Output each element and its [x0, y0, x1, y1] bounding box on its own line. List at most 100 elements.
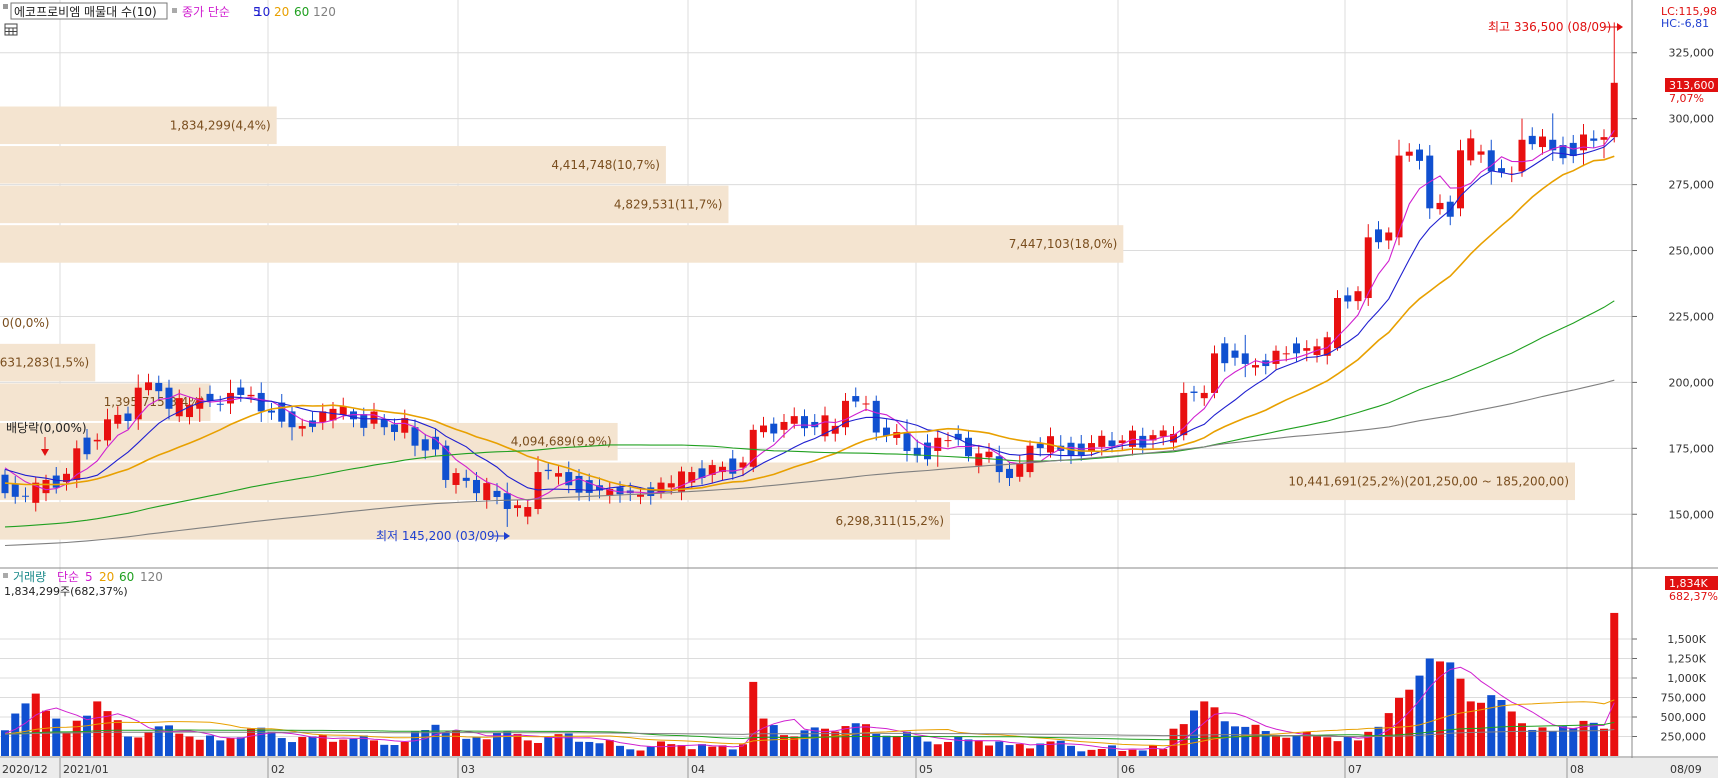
candle-body: [1457, 150, 1464, 209]
volume-bar: [493, 732, 501, 756]
candle-body: [801, 416, 808, 429]
volume-bar: [1405, 689, 1414, 756]
candle-body: [862, 403, 870, 405]
candle-body: [1241, 353, 1249, 364]
volume-legend-label[interactable]: 거래량: [13, 570, 46, 584]
volume-bar: [698, 744, 706, 756]
volume-bar: [1528, 729, 1537, 756]
profile-bar: [0, 383, 211, 421]
profile-label: 4,829,531(11,7%): [614, 197, 723, 211]
volume-bar: [1159, 748, 1168, 756]
volume-bar: [1261, 731, 1270, 756]
volume-bar: [288, 742, 296, 756]
candle-body: [237, 387, 245, 395]
profile-label: 10,441,691(25,2%)(201,250,00 ~ 185,200,0…: [1288, 474, 1569, 488]
title-box-frame[interactable]: [10, 2, 168, 20]
volume-bar: [359, 735, 368, 756]
volume-bar: [769, 725, 778, 756]
volume-bar: [605, 740, 614, 756]
volume-bar: [974, 740, 983, 756]
table-icon[interactable]: [4, 23, 18, 36]
candle-body: [678, 471, 685, 492]
profile-bar: [0, 106, 277, 145]
candle-body: [63, 473, 70, 483]
volume-bar: [1251, 724, 1260, 756]
candle-body: [760, 425, 767, 433]
volume-bar: [718, 745, 727, 756]
candle-body: [596, 485, 603, 491]
volume-bar: [318, 735, 327, 756]
candle-body: [473, 479, 480, 494]
candle-body: [339, 406, 347, 415]
candle-body: [657, 482, 665, 494]
volume-bar: [595, 743, 604, 756]
volume-bar: [708, 746, 717, 756]
volume-bar: [1589, 722, 1598, 756]
candle-body: [985, 451, 993, 458]
volume-bar: [575, 741, 583, 756]
title-box[interactable]: 에코프로비엠 매물대 수(10): [14, 5, 157, 19]
candle-body: [944, 440, 952, 442]
volume-ma-legend-label[interactable]: 단순: [57, 570, 79, 584]
candle-body: [42, 479, 50, 494]
candle-body: [708, 465, 716, 475]
candle-body: [790, 416, 798, 424]
volume-bar: [1333, 741, 1342, 756]
volume-bar: [431, 724, 440, 756]
price-ma-5: [4, 129, 1615, 501]
volume-bar: [1200, 701, 1209, 756]
profile-label: 6,298,311(15,2%): [835, 514, 944, 528]
candle-body: [1, 474, 9, 494]
volume-bar: [585, 741, 594, 756]
price-tick-label: 275,000: [1669, 179, 1715, 192]
volume-bar: [1149, 745, 1157, 756]
volume-bar: [1477, 702, 1485, 756]
volume-bar: [534, 742, 542, 756]
candle-body: [421, 439, 429, 451]
volume-bar: [1036, 743, 1045, 756]
volume-bar: [236, 737, 245, 756]
candle-body: [1211, 353, 1218, 393]
price-ma-legend-label[interactable]: 종가 단순: [182, 5, 230, 19]
volume-bar: [1497, 700, 1506, 756]
candle-body: [1139, 435, 1147, 448]
volume-bar: [247, 728, 255, 756]
candle-body: [145, 382, 152, 391]
date-tick-label: 08: [1570, 763, 1584, 776]
candle-body: [268, 410, 275, 413]
volume-bar: [1138, 750, 1147, 756]
volume-bar: [503, 731, 512, 756]
volume-bar: [646, 746, 655, 756]
volume-bar: [1354, 740, 1362, 756]
candle-body: [1170, 433, 1177, 443]
volume-bar: [523, 740, 532, 756]
profile-label: 7,447,103(18,0%): [1009, 237, 1118, 251]
profile-bar: [0, 185, 729, 224]
volume-bar: [195, 739, 204, 756]
volume-bar: [667, 744, 676, 756]
candle-body: [227, 392, 234, 404]
candle-body: [104, 419, 111, 441]
candle-body: [811, 421, 819, 428]
candle-body: [1118, 440, 1126, 444]
volume-ma-120: [4, 729, 1615, 738]
low-arrow-icon: [504, 532, 510, 540]
volume-bar: [831, 731, 840, 756]
candle-body: [1252, 365, 1259, 368]
volume-bar: [1056, 740, 1065, 756]
volume-bar: [1282, 737, 1291, 756]
hc-readout: HC:-6,81: [1661, 17, 1709, 30]
volume-tick-label: 1,000K: [1667, 672, 1706, 685]
volume-bar: [892, 735, 901, 756]
candle-body: [1405, 151, 1413, 156]
volume-bar: [411, 731, 419, 756]
candle-body: [22, 495, 29, 497]
volume-ma-60: [4, 721, 1615, 741]
volume-bar: [616, 745, 624, 756]
volume-bar: [1087, 749, 1096, 756]
volume-bar: [216, 740, 225, 756]
candle-body: [1334, 298, 1341, 349]
candle-body: [124, 413, 132, 422]
profile-label: 4,094,689(9,9%): [511, 435, 612, 449]
